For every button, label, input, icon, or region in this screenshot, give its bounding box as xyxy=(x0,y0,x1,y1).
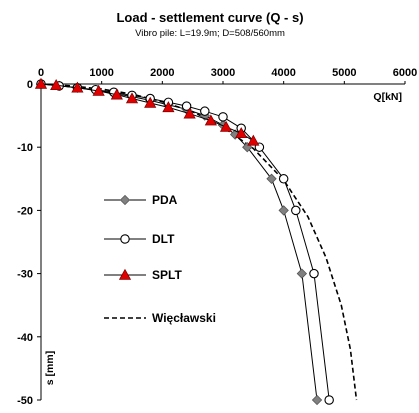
legend: PDA DLT SPLT Więcławski xyxy=(104,193,216,325)
y-tick-label: 0 xyxy=(27,79,33,91)
data-point-triangle xyxy=(144,96,157,108)
data-point-triangle xyxy=(50,79,63,91)
series-line xyxy=(40,83,358,401)
data-point-diamond xyxy=(278,205,289,216)
legend-item: Więcławski xyxy=(104,311,216,325)
x-tick-label: 2000 xyxy=(150,67,174,79)
data-point-triangle xyxy=(118,268,132,280)
data-point-circle xyxy=(181,101,192,111)
series-wi-c-awski xyxy=(40,83,358,401)
data-point-triangle xyxy=(204,114,217,126)
legend-item: DLT xyxy=(104,232,175,246)
series-splt xyxy=(34,77,260,146)
data-point-triangle xyxy=(219,120,233,132)
series-pda xyxy=(35,78,323,406)
x-axis-label: Q[kN] xyxy=(373,91,402,103)
y-axis-label: s [mm] xyxy=(44,351,56,385)
legend-label: Więcławski xyxy=(152,311,216,325)
series-dlt xyxy=(36,79,334,405)
x-tick-label: 0 xyxy=(38,67,44,79)
legend-label: DLT xyxy=(152,232,175,246)
data-point-triangle xyxy=(110,88,123,100)
y-tick-label: -50 xyxy=(17,395,33,407)
data-point-triangle xyxy=(71,81,84,93)
x-tick-label: 6000 xyxy=(393,67,417,79)
x-tick-label: 5000 xyxy=(332,67,356,79)
y-tick-label: -30 xyxy=(17,269,33,281)
chart-title: Load - settlement curve (Q - s) xyxy=(116,10,303,25)
y-tick-label: -40 xyxy=(17,332,33,344)
x-tick-label: 1000 xyxy=(89,67,113,79)
data-point-circle xyxy=(309,268,319,279)
y-tick-label: -20 xyxy=(17,205,33,217)
y-tick-label: -10 xyxy=(17,142,33,154)
legend-item: SPLT xyxy=(104,268,182,282)
series-line xyxy=(40,83,330,401)
x-tick-label: 4000 xyxy=(271,67,295,79)
series-layer xyxy=(34,77,358,406)
data-point-diamond xyxy=(311,394,323,406)
series-line xyxy=(40,83,318,401)
data-point-triangle xyxy=(162,101,175,113)
x-tick-label: 3000 xyxy=(211,67,235,79)
data-point-diamond xyxy=(266,173,277,184)
data-point-circle xyxy=(120,234,130,244)
axes: 0 1000 2000 3000 4000 5000 6000 0 -10 -20 -30 -40 -5… xyxy=(17,67,417,407)
data-point-triangle xyxy=(125,92,139,104)
data-point-circle xyxy=(278,174,289,184)
chart-subtitle: Vibro pile: L=19.9m; D=508/560mm xyxy=(135,28,285,39)
data-point-circle xyxy=(291,205,301,216)
data-point-triangle xyxy=(183,107,196,119)
data-point-triangle xyxy=(235,127,248,139)
legend-item: PDA xyxy=(104,193,178,207)
legend-label: PDA xyxy=(152,193,178,207)
data-point-diamond xyxy=(296,268,308,279)
data-point-triangle xyxy=(247,134,260,146)
data-point-diamond xyxy=(119,194,131,206)
data-point-circle xyxy=(324,395,334,405)
data-point-circle xyxy=(218,112,228,122)
data-point-triangle xyxy=(34,77,48,89)
legend-label: SPLT xyxy=(152,268,182,282)
data-point-circle xyxy=(200,106,210,116)
data-point-triangle xyxy=(92,84,105,96)
